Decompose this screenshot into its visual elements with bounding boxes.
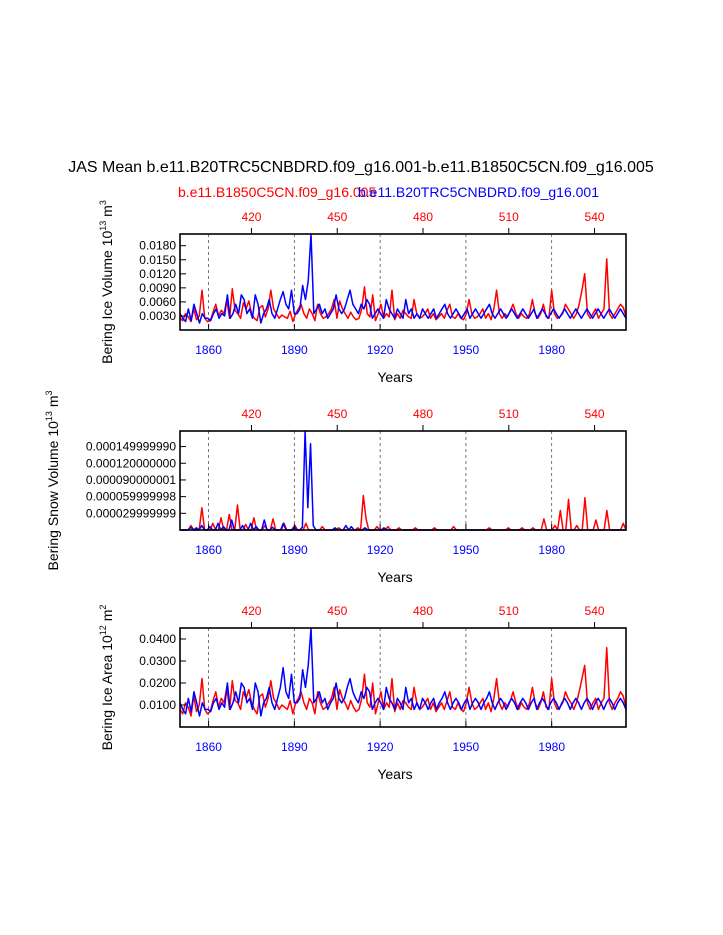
- legend-blue: b.e11.B20TRC5CNBDRD.f09_g16.001: [358, 184, 599, 200]
- plot-frame: [179, 233, 627, 331]
- xtick-label-bottom: 1890: [281, 740, 308, 754]
- xtick-label-top: 510: [499, 407, 519, 421]
- y-axis-label-exponent: 13: [98, 221, 108, 231]
- y-axis-label: Bering Ice Volume 1013 m3: [98, 200, 115, 364]
- ytick-label: 0.0030: [139, 309, 176, 323]
- xtick-label-bottom: 1860: [195, 543, 222, 557]
- xtick-label-bottom: 1980: [538, 740, 565, 754]
- y-axis-label-main: Bering Snow Volume 10: [45, 421, 61, 571]
- ytick-label: 0.000149999990: [86, 440, 176, 454]
- ytick-label: 0.000120000000: [86, 456, 176, 470]
- ytick-label: 0.000059999998: [86, 490, 176, 504]
- y-axis-label: Bering Ice Area 1012 m2: [98, 605, 115, 751]
- y-axis-label-main: Bering Ice Area 10: [99, 635, 115, 750]
- xtick-label-top: 540: [585, 604, 605, 618]
- ytick-label: 0.000090000001: [86, 473, 176, 487]
- xtick-label-top: 420: [241, 407, 261, 421]
- xtick-label-top: 480: [413, 407, 433, 421]
- series-line-red: [179, 258, 627, 323]
- ytick-label: 0.0300: [139, 654, 176, 668]
- y-axis-label-unit: m: [45, 396, 61, 412]
- xtick-label-bottom: 1920: [367, 740, 394, 754]
- xtick-label-top: 450: [327, 604, 347, 618]
- ytick-label: 0.000029999999: [86, 506, 176, 520]
- xtick-label-top: 480: [413, 210, 433, 224]
- ytick-label: 0.0090: [139, 281, 176, 295]
- xtick-label-top: 420: [241, 210, 261, 224]
- xtick-label-bottom: 1890: [281, 343, 308, 357]
- ytick-label: 0.0180: [139, 239, 176, 253]
- y-axis-label-unit-exponent: 3: [44, 390, 54, 395]
- y-axis-label-unit-exponent: 2: [98, 605, 108, 610]
- xtick-label-top: 450: [327, 407, 347, 421]
- series-line-red: [179, 647, 627, 717]
- xtick-label-top: 540: [585, 210, 605, 224]
- xtick-label-bottom: 1980: [538, 543, 565, 557]
- xtick-label-top: 510: [499, 210, 519, 224]
- xtick-label-bottom: 1950: [453, 343, 480, 357]
- ytick-label: 0.0150: [139, 253, 176, 267]
- series-line-blue: [179, 233, 627, 324]
- figure-title: JAS Mean b.e11.B20TRC5CNBDRD.f09_g16.001…: [68, 159, 654, 176]
- ytick-label: 0.0200: [139, 676, 176, 690]
- x-axis-label: Years: [377, 569, 412, 585]
- series-line-blue: [179, 627, 627, 717]
- x-axis-label: Years: [377, 369, 412, 385]
- plot-frame: [179, 430, 627, 531]
- xtick-label-bottom: 1920: [367, 343, 394, 357]
- xtick-label-bottom: 1890: [281, 543, 308, 557]
- xtick-label-bottom: 1860: [195, 343, 222, 357]
- ytick-label: 0.0060: [139, 295, 176, 309]
- xtick-label-top: 480: [413, 604, 433, 618]
- xtick-label-bottom: 1950: [453, 543, 480, 557]
- ytick-label: 0.0400: [139, 632, 176, 646]
- y-axis-label: Bering Snow Volume 1013 m3: [44, 390, 61, 570]
- y-axis-label-exponent: 12: [98, 625, 108, 635]
- xtick-label-bottom: 1980: [538, 343, 565, 357]
- xtick-label-top: 540: [585, 407, 605, 421]
- y-axis-label-unit-exponent: 3: [98, 200, 108, 205]
- plot-frame: [179, 627, 627, 728]
- y-axis-label-unit: m: [99, 610, 115, 626]
- xtick-label-bottom: 1920: [367, 543, 394, 557]
- ytick-label: 0.0100: [139, 698, 176, 712]
- series-line-red: [180, 494, 627, 531]
- xtick-label-top: 450: [327, 210, 347, 224]
- legend-red: b.e11.B1850C5CN.f09_g16.005: [178, 184, 376, 200]
- xtick-label-bottom: 1860: [195, 740, 222, 754]
- ytick-label: 0.0120: [139, 267, 176, 281]
- xtick-label-bottom: 1950: [453, 740, 480, 754]
- y-axis-label-main: Bering Ice Volume 10: [99, 231, 115, 364]
- xtick-label-top: 510: [499, 604, 519, 618]
- xtick-label-top: 420: [241, 604, 261, 618]
- x-axis-label: Years: [377, 766, 412, 782]
- y-axis-label-unit: m: [99, 205, 115, 221]
- y-axis-label-exponent: 13: [44, 411, 54, 421]
